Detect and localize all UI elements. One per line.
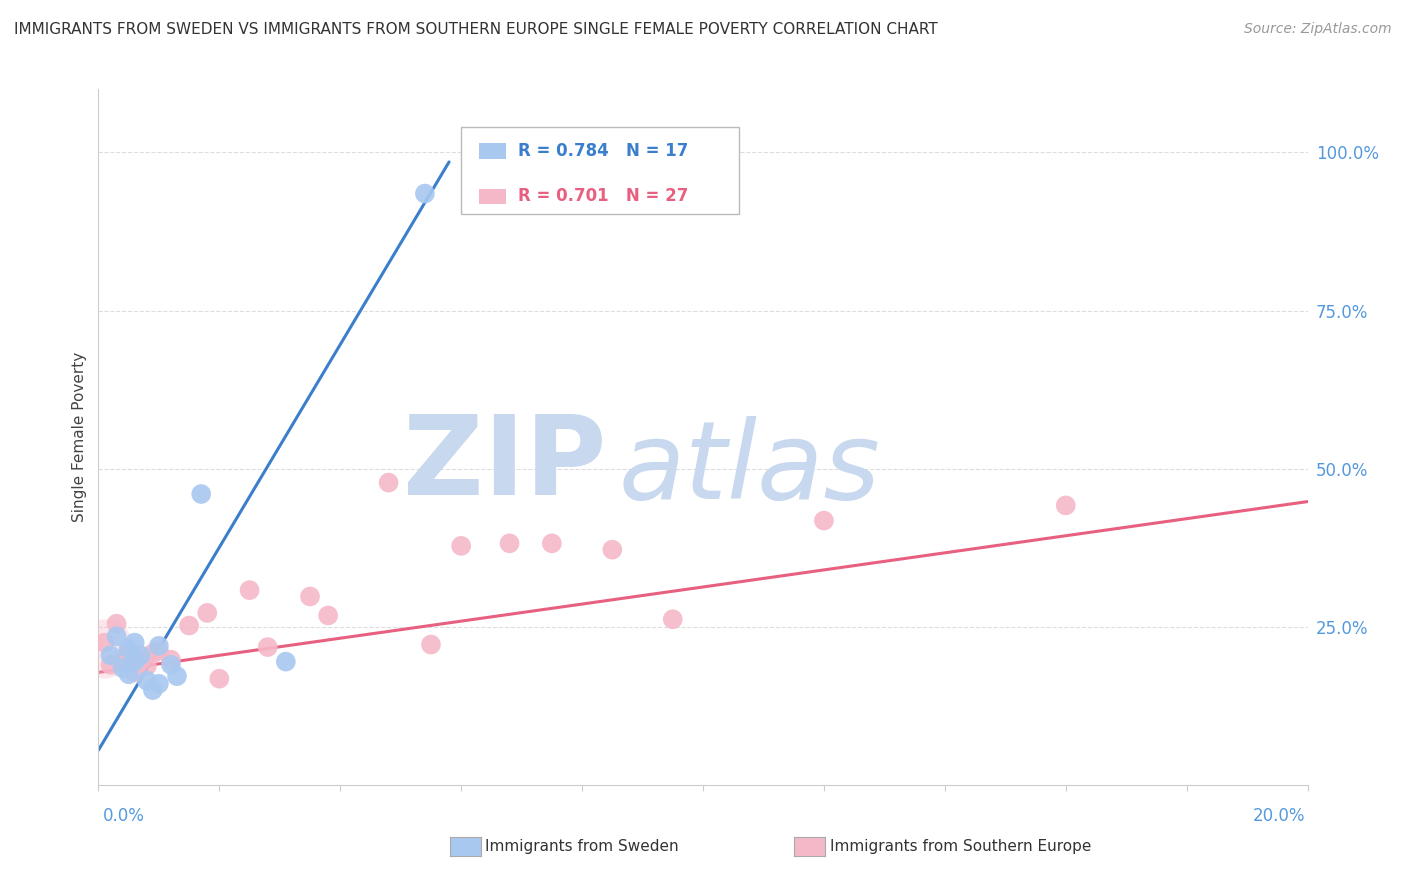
- Text: Immigrants from Southern Europe: Immigrants from Southern Europe: [830, 839, 1091, 854]
- Point: [813, 514, 835, 528]
- Point: [208, 672, 231, 686]
- Point: [602, 542, 624, 557]
- Point: [142, 683, 165, 698]
- Point: [124, 665, 146, 680]
- Point: [190, 487, 212, 501]
- Point: [450, 539, 472, 553]
- Text: R = 0.784   N = 17: R = 0.784 N = 17: [517, 142, 689, 161]
- Text: Source: ZipAtlas.com: Source: ZipAtlas.com: [1244, 22, 1392, 37]
- Point: [177, 618, 201, 632]
- Y-axis label: Single Female Poverty: Single Female Poverty: [72, 352, 87, 522]
- Point: [129, 653, 152, 667]
- Point: [100, 648, 122, 663]
- Point: [377, 475, 399, 490]
- Point: [195, 606, 218, 620]
- Point: [540, 536, 562, 550]
- Point: [111, 661, 134, 675]
- Point: [129, 648, 152, 663]
- Bar: [479, 189, 506, 204]
- Point: [93, 635, 115, 649]
- Point: [316, 608, 339, 623]
- Text: atlas: atlas: [619, 416, 880, 521]
- Point: [111, 655, 134, 669]
- Text: Immigrants from Sweden: Immigrants from Sweden: [485, 839, 679, 854]
- Point: [239, 583, 262, 598]
- Point: [148, 639, 170, 653]
- Text: ZIP: ZIP: [404, 411, 606, 518]
- Point: [118, 645, 141, 659]
- Point: [413, 186, 436, 201]
- Point: [124, 655, 146, 669]
- Point: [118, 667, 141, 681]
- Point: [135, 659, 157, 673]
- Bar: [479, 144, 506, 159]
- Point: [1054, 499, 1077, 513]
- Point: [105, 629, 128, 643]
- Text: 20.0%: 20.0%: [1253, 807, 1305, 825]
- Point: [160, 657, 183, 672]
- Point: [118, 642, 141, 657]
- Point: [124, 635, 146, 649]
- Point: [160, 653, 183, 667]
- Point: [498, 536, 520, 550]
- Point: [256, 640, 278, 654]
- Point: [166, 669, 188, 683]
- Point: [105, 616, 128, 631]
- Point: [135, 673, 157, 688]
- Point: [419, 638, 441, 652]
- Point: [299, 590, 322, 604]
- Text: 0.0%: 0.0%: [103, 807, 145, 825]
- Point: [661, 612, 683, 626]
- Point: [100, 657, 122, 672]
- Point: [93, 642, 115, 657]
- Point: [148, 677, 170, 691]
- Text: R = 0.701   N = 27: R = 0.701 N = 27: [517, 187, 689, 205]
- Point: [148, 644, 170, 658]
- Point: [274, 655, 297, 669]
- Text: IMMIGRANTS FROM SWEDEN VS IMMIGRANTS FROM SOUTHERN EUROPE SINGLE FEMALE POVERTY : IMMIGRANTS FROM SWEDEN VS IMMIGRANTS FRO…: [14, 22, 938, 37]
- Point: [142, 647, 165, 661]
- FancyBboxPatch shape: [461, 128, 740, 214]
